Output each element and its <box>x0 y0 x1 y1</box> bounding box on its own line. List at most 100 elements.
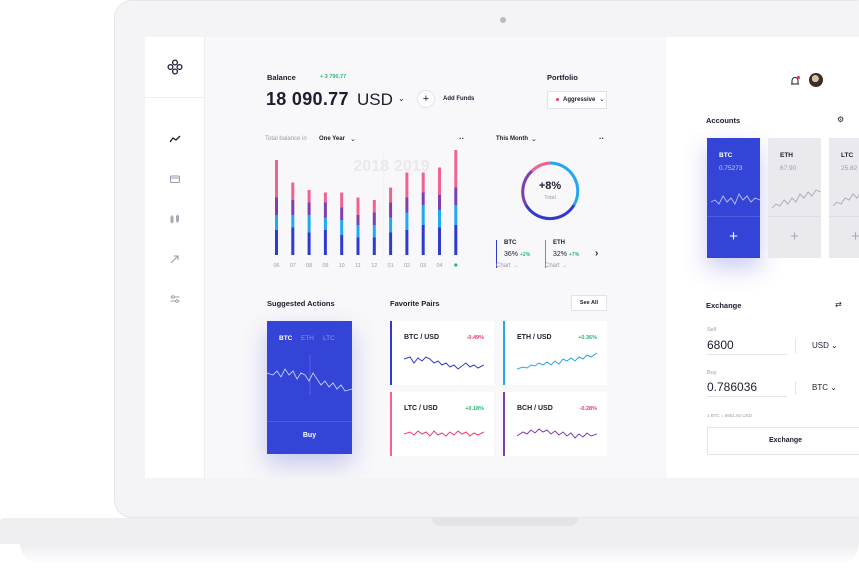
exchange-button[interactable]: Exchange <box>707 427 859 455</box>
logo-icon[interactable] <box>167 59 183 75</box>
pair-name: LTC / USD <box>404 405 438 412</box>
bar-purple-11 <box>356 215 360 225</box>
bar-eth-10 <box>340 220 344 235</box>
bar-eth-07 <box>291 215 295 228</box>
sell-input[interactable]: 6800 <box>707 338 734 352</box>
x-tick-label: 08 <box>306 263 312 269</box>
pair-name: BCH / USD <box>517 405 553 412</box>
pair-sparkline <box>517 428 597 439</box>
sidebar-item-settings[interactable] <box>167 291 183 307</box>
buy-currency-select[interactable]: BTC ⌄ <box>812 383 837 392</box>
buy-underline <box>707 396 787 397</box>
account-card-ltc[interactable]: LTC 25.82 + <box>829 138 859 258</box>
buy-label: Buy <box>707 370 717 376</box>
bar-purple-04 <box>438 195 441 210</box>
donut-segment-pink <box>530 161 551 173</box>
next-arrow-icon[interactable]: › <box>595 248 599 259</box>
month-percent: +8% <box>538 180 562 192</box>
tab-btc[interactable]: BTC <box>279 335 293 342</box>
chevron-down-icon[interactable]: ⌄ <box>531 136 537 143</box>
bar-pink-05 <box>454 150 458 188</box>
btc-chart-link[interactable]: Chart → <box>496 263 519 269</box>
exchange-rate: 1 BTC = 8651.92 USD <box>707 413 752 418</box>
bar-eth-12 <box>372 225 376 238</box>
tab-ltc[interactable]: LTC <box>323 335 335 342</box>
see-all-button[interactable]: See All <box>571 295 607 311</box>
btc-legend-name: BTC <box>504 240 517 246</box>
chart-period-select[interactable]: One Year <box>319 136 345 142</box>
balance-label: Balance <box>267 73 296 82</box>
buy-input[interactable]: 0.786036 <box>707 380 758 394</box>
eth-legend-name: ETH <box>553 240 565 246</box>
current-month-dot <box>454 263 458 267</box>
portfolio-label: Portfolio <box>547 73 578 82</box>
pair-card-bch[interactable]: BCH / USD -0.28% <box>503 392 607 456</box>
bar-pink-10 <box>340 192 344 208</box>
bar-purple-10 <box>340 207 344 220</box>
camera-dot <box>500 17 506 23</box>
bar-pink-03 <box>421 172 425 193</box>
refresh-icon[interactable]: ⇄ <box>835 300 842 309</box>
bar-pink-09 <box>323 192 327 203</box>
notification-bell-icon[interactable] <box>789 74 801 92</box>
add-icon[interactable]: + <box>790 228 799 245</box>
bar-pink-01 <box>389 187 393 203</box>
add-icon[interactable]: + <box>729 228 738 245</box>
account-card-btc[interactable]: BTC 0.75273 + <box>707 138 760 258</box>
pair-card-eth[interactable]: ETH / USD +0.36% <box>503 321 607 385</box>
portfolio-select[interactable]: Aggressive ⌄ <box>547 91 607 109</box>
bar-eth-04 <box>438 210 441 228</box>
pair-card-ltc[interactable]: LTC / USD +0.18% <box>390 392 494 456</box>
bar-btc-02 <box>405 230 409 255</box>
eth-legend-share: 32% <box>553 251 568 258</box>
gear-icon[interactable]: ⚙ <box>837 115 845 124</box>
more-icon[interactable]: ·· <box>459 134 465 143</box>
account-card-eth[interactable]: ETH 67.90 + <box>768 138 821 258</box>
x-tick-label: 07 <box>290 263 296 269</box>
btc-marker <box>496 240 497 268</box>
bar-eth-08 <box>307 215 311 233</box>
add-icon[interactable]: + <box>851 228 859 245</box>
bar-btc-06 <box>275 230 278 255</box>
year-label-2019: 2019 <box>394 158 430 175</box>
bar-btc-12 <box>372 237 376 255</box>
account-sparkline <box>833 193 859 207</box>
donut-segment-purple <box>521 169 534 206</box>
sell-underline <box>707 354 787 355</box>
buy-button[interactable]: Buy <box>302 432 317 439</box>
sidebar-item-wallet[interactable] <box>167 171 183 187</box>
month-total-label: Total <box>544 195 556 201</box>
sidebar-item-dashboard[interactable] <box>167 131 183 147</box>
more-icon[interactable]: ·· <box>599 134 605 143</box>
chevron-down-icon[interactable]: ⌄ <box>350 136 356 143</box>
suggested-card: BTC ETH LTC Buy <box>267 321 352 454</box>
pair-name: BTC / USD <box>404 334 439 341</box>
sidebar-item-transfer[interactable] <box>167 251 183 267</box>
account-value: 25.82 <box>841 165 858 172</box>
account-name: ETH <box>780 152 793 159</box>
account-value: 67.90 <box>780 165 797 172</box>
laptop-shadow <box>20 544 859 564</box>
sell-currency-select[interactable]: USD ⌄ <box>812 341 838 350</box>
eth-chart-link[interactable]: Chart → <box>545 263 568 269</box>
account-value: 0.75273 <box>719 165 743 172</box>
bar-pink-08 <box>307 190 311 203</box>
account-sparkline <box>711 193 760 205</box>
pair-accent <box>390 392 392 456</box>
bar-purple-12 <box>372 212 376 225</box>
btc-legend-share: 36% <box>504 251 519 258</box>
avatar[interactable] <box>809 73 823 87</box>
tab-eth[interactable]: ETH <box>301 335 314 342</box>
pair-card-btc[interactable]: BTC / USD -0.49% <box>390 321 494 385</box>
add-funds-label[interactable]: Add Funds <box>443 96 475 102</box>
eth-marker <box>545 240 546 268</box>
sparkline-path <box>267 368 352 392</box>
add-funds-button[interactable]: + <box>417 90 435 108</box>
bar-eth-11 <box>356 225 360 238</box>
currency-chevron-down-icon[interactable]: ⌄ <box>398 94 405 103</box>
pair-change: +0.36% <box>578 335 597 341</box>
this-month-select[interactable]: This Month <box>496 136 528 142</box>
balance-currency: USD <box>357 90 393 109</box>
bar-pink-02 <box>405 172 409 198</box>
sidebar-item-market[interactable] <box>167 211 183 227</box>
